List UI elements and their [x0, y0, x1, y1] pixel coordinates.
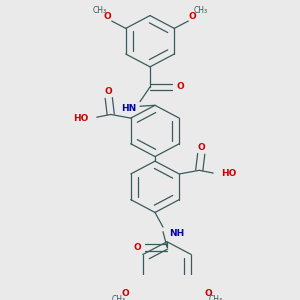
- Text: O: O: [188, 12, 196, 21]
- Text: O: O: [197, 143, 205, 152]
- Text: NH: NH: [169, 229, 184, 238]
- Text: CH₃: CH₃: [112, 295, 126, 300]
- Text: HN: HN: [121, 104, 136, 113]
- Text: O: O: [204, 289, 212, 298]
- Text: HO: HO: [221, 169, 237, 178]
- Text: O: O: [122, 289, 130, 298]
- Text: CH₃: CH₃: [93, 7, 107, 16]
- Text: CH₃: CH₃: [193, 7, 207, 16]
- Text: CH₃: CH₃: [208, 295, 222, 300]
- Text: O: O: [104, 12, 112, 21]
- Text: O: O: [133, 243, 141, 252]
- Text: O: O: [105, 87, 112, 96]
- Text: HO: HO: [74, 114, 89, 123]
- Text: O: O: [176, 82, 184, 91]
